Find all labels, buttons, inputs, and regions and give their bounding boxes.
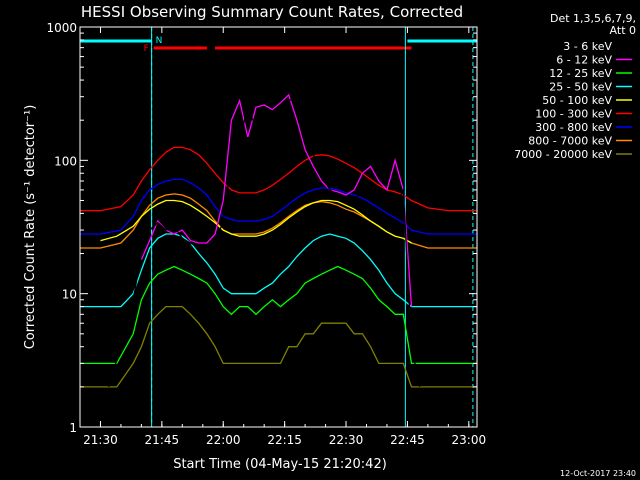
- legend-label: 6 - 12 keV: [556, 54, 612, 67]
- flare-flag-label: F: [144, 44, 149, 54]
- chart-title: HESSI Observing Summary Count Rates, Cor…: [81, 3, 463, 21]
- y-axis: 1 10 100 1000: [46, 21, 477, 435]
- night-flag-label: N: [156, 36, 163, 46]
- x-tick-label: 23:00: [452, 433, 487, 447]
- x-axis-label: Start Time (04-May-15 21:20:42): [173, 457, 387, 472]
- x-tick-label: 22:30: [329, 433, 364, 447]
- legend-label: 100 - 300 keV: [535, 108, 612, 121]
- legend-label: 3 - 6 keV: [563, 40, 612, 53]
- legend-header: Att 0: [610, 24, 636, 37]
- x-tick-label: 22:00: [206, 433, 241, 447]
- y-tick-label: 100: [54, 154, 77, 168]
- generation-timestamp: 12-Oct-2017 23:40: [560, 469, 636, 478]
- x-tick-label: 22:15: [267, 433, 302, 447]
- series-line-50-100-kev: [100, 199, 412, 244]
- plot-frame: [79, 26, 478, 428]
- series-line-25-50-kev: [80, 233, 477, 308]
- series-line-100-300-kev: [80, 146, 477, 212]
- x-tick-label: 22:45: [390, 433, 425, 447]
- series-line-12-25-kev: [80, 265, 477, 365]
- x-tick-label: 21:45: [145, 433, 180, 447]
- y-axis-label: Corrected Count Rate (s⁻¹ detector⁻¹): [23, 105, 38, 350]
- legend-label: 25 - 50 keV: [549, 81, 612, 94]
- legend-label: 50 - 100 keV: [542, 94, 612, 107]
- legend-label: 7000 - 20000 keV: [514, 148, 612, 161]
- series-line-7000-20000-kev: [80, 305, 477, 388]
- y-tick-label: 10: [62, 288, 77, 302]
- x-tick-label: 21:30: [83, 433, 118, 447]
- legend-header: Det 1,3,5,6,7,9,: [550, 12, 636, 25]
- legend-label: 800 - 7000 keV: [528, 135, 612, 148]
- legend-label: 300 - 800 keV: [535, 121, 612, 134]
- legend-label: 12 - 25 keV: [549, 67, 612, 80]
- y-tick-label: 1000: [46, 21, 77, 35]
- plot-area: FN: [80, 27, 477, 427]
- series-line-3-6-kev: [107, 95, 421, 388]
- series-line-6-12-kev: [140, 93, 413, 307]
- y-tick-label: 1: [69, 421, 77, 435]
- series-line-300-800-kev: [80, 178, 477, 235]
- x-axis: 21:30 21:45 22:00 22:15 22:30 22:45 23:00: [79, 27, 487, 447]
